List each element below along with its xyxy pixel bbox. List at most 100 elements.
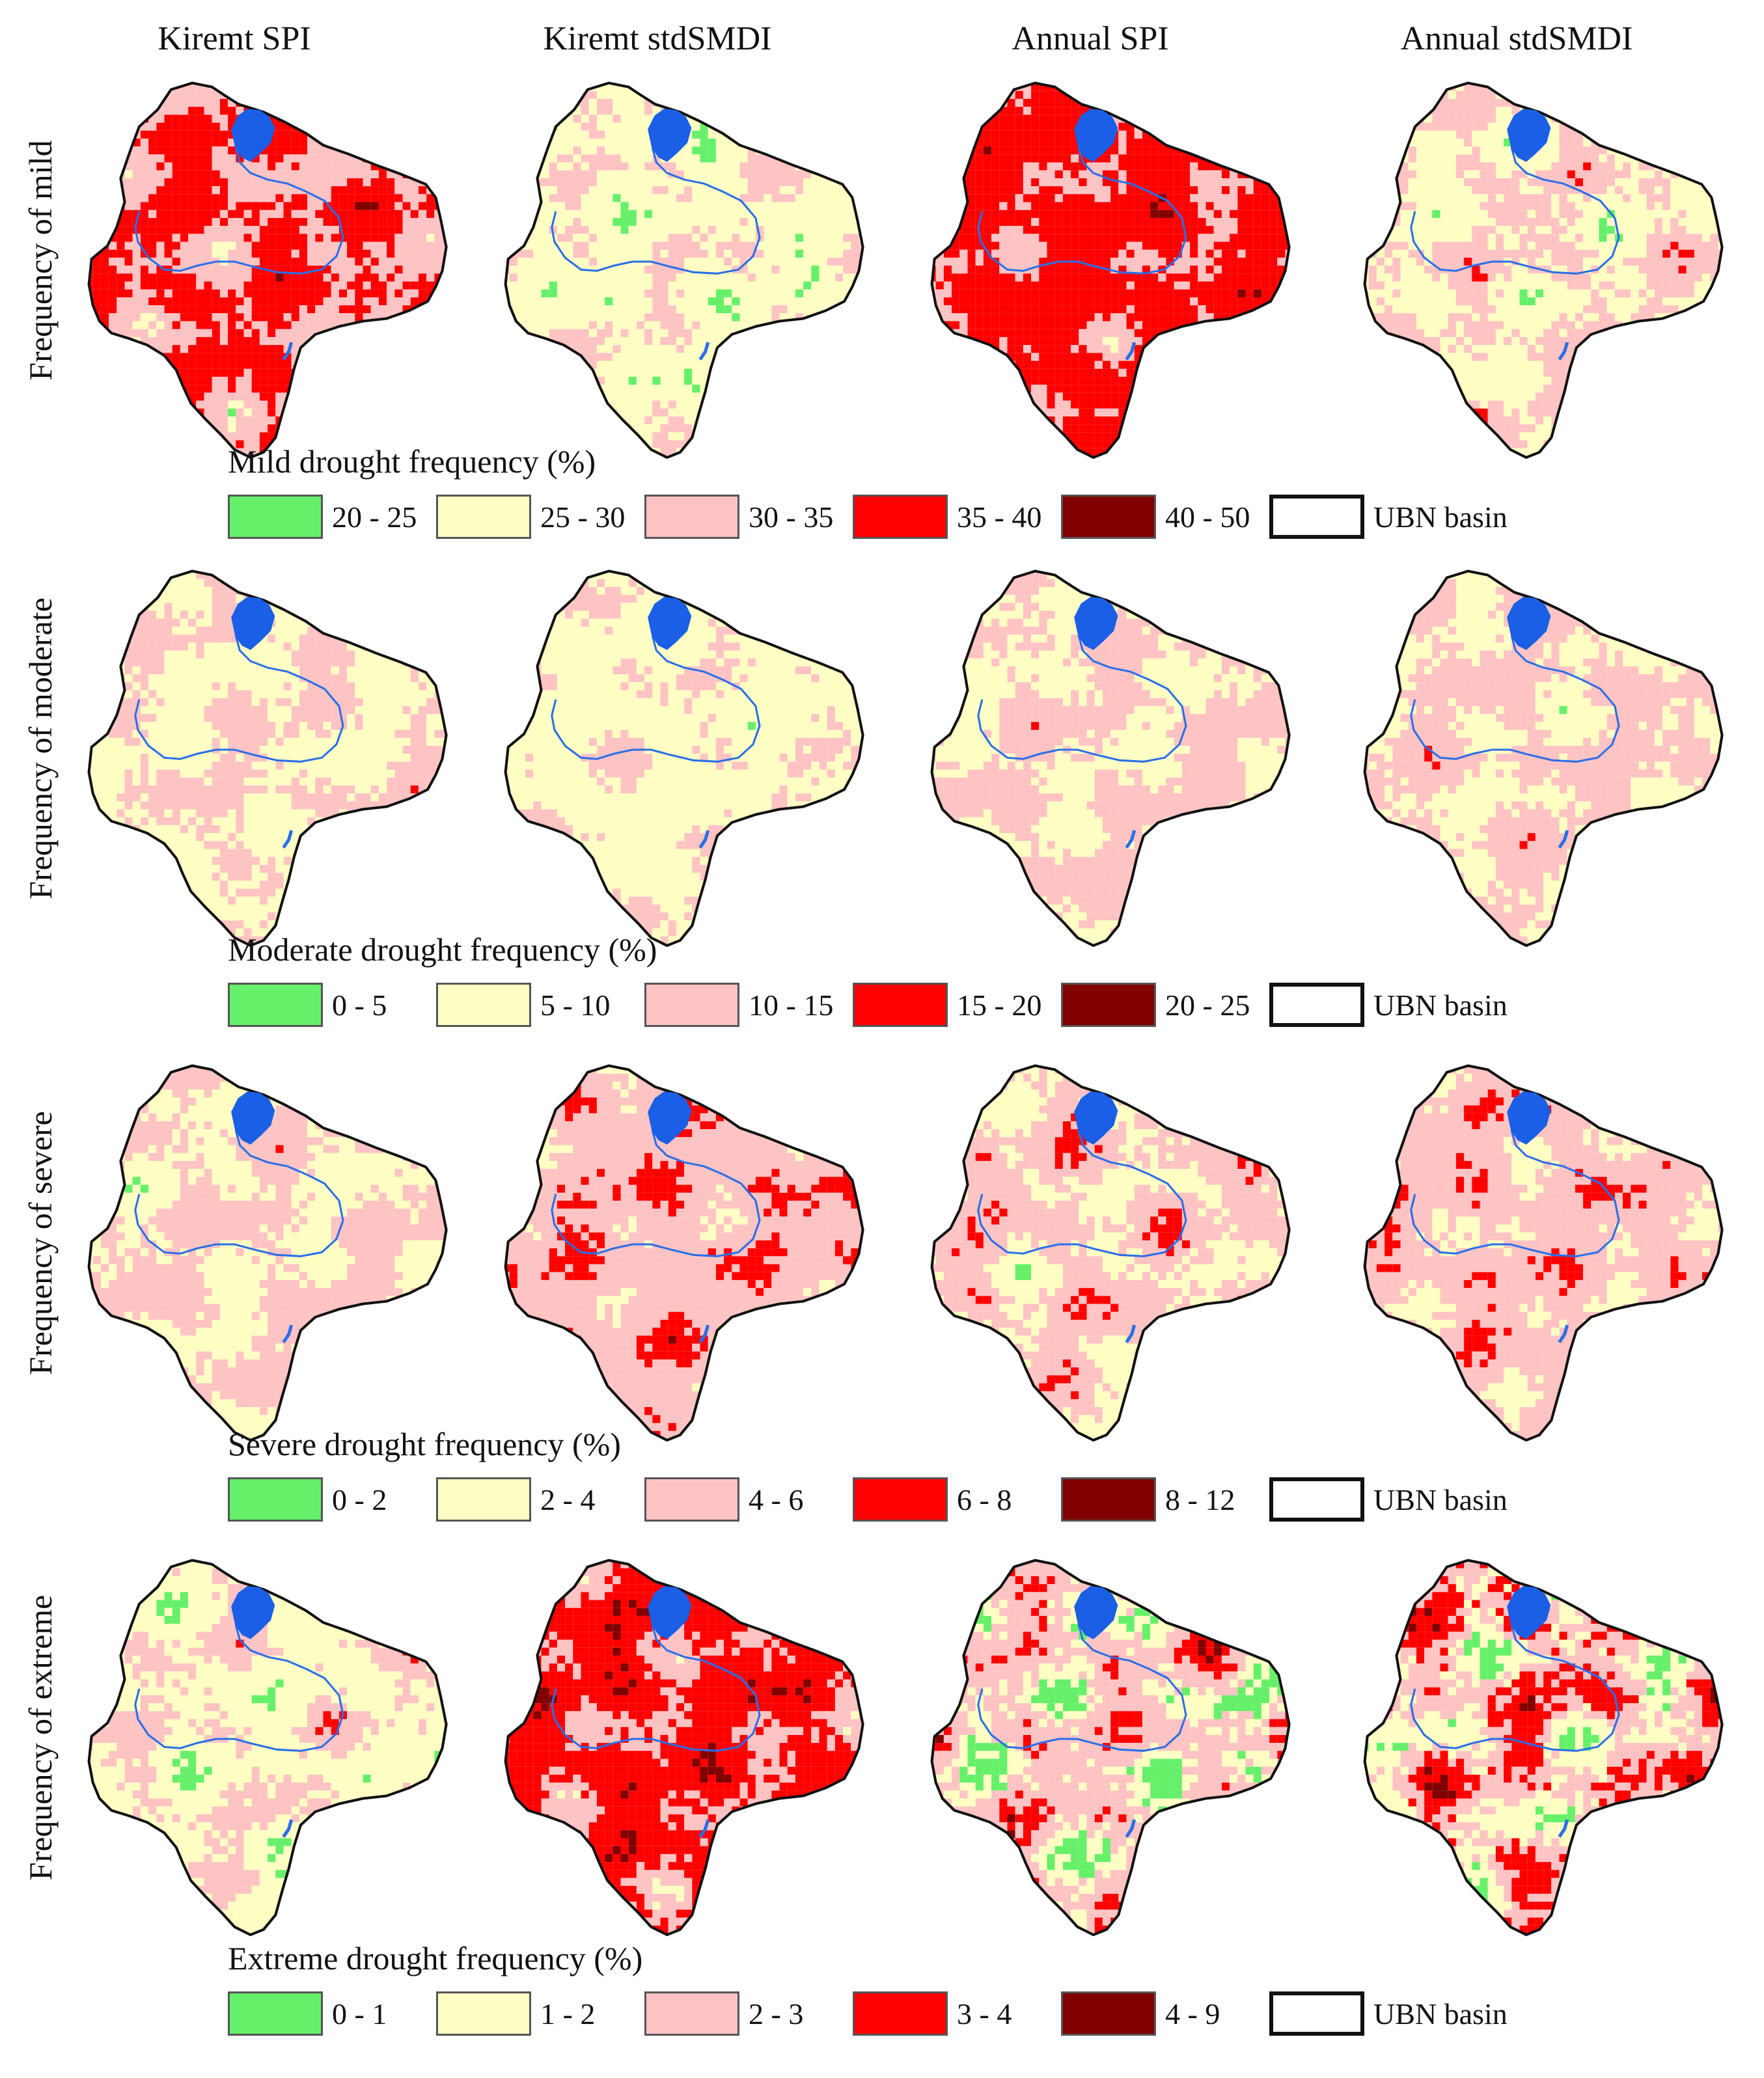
- basin-outline: [504, 1559, 864, 1936]
- lake-shape: [1507, 1586, 1551, 1639]
- drought-frequency-map: [930, 569, 1291, 947]
- lake-shape: [1074, 597, 1118, 650]
- lake-shape: [1507, 1091, 1551, 1145]
- drought-frequency-map: [1363, 81, 1724, 459]
- legend-label: 4 - 6: [749, 1483, 803, 1517]
- basin-outline: [87, 81, 448, 459]
- river-line: [1125, 342, 1137, 361]
- legend-label: 30 - 35: [749, 500, 833, 534]
- river-line: [698, 830, 710, 849]
- legend-title: Moderate drought frequency (%): [228, 931, 657, 968]
- row-label: Frequency of moderate: [21, 597, 59, 899]
- river-line: [698, 1324, 710, 1343]
- basin-outline: [87, 1064, 448, 1442]
- legend-swatch: [1061, 1991, 1156, 2036]
- legend-label: 40 - 50: [1165, 500, 1250, 534]
- column-title: Annual SPI: [895, 20, 1286, 58]
- river-line: [977, 1624, 1187, 1752]
- legend-swatch: [228, 1991, 323, 2036]
- legend-label: 25 - 30: [540, 500, 625, 534]
- basin-outline: [87, 1559, 448, 1936]
- river-line: [134, 147, 344, 275]
- legend-swatch: [1061, 983, 1156, 1027]
- basin-outline: [1363, 569, 1724, 947]
- river-line: [551, 1624, 761, 1752]
- river-line: [1125, 830, 1137, 849]
- lake-shape: [648, 1091, 692, 1145]
- drought-frequency-map: [87, 81, 448, 459]
- legend-swatch: [644, 1991, 739, 2036]
- lake-shape: [231, 109, 275, 162]
- lake-shape: [1507, 109, 1551, 162]
- legend-swatch: [436, 1477, 531, 1522]
- drought-frequency-map: [504, 1064, 864, 1442]
- row-label: Frequency of extreme: [21, 1595, 59, 1881]
- basin-outline: [930, 81, 1291, 459]
- lake-shape: [231, 1586, 275, 1639]
- lake-shape: [1507, 597, 1551, 650]
- legend-label: 20 - 25: [1165, 988, 1250, 1022]
- legend-swatch: [853, 495, 948, 539]
- legend-label: 8 - 12: [1165, 1483, 1235, 1517]
- drought-frequency-map: [930, 81, 1291, 459]
- river-line: [1410, 147, 1620, 275]
- column-title: Annual stdSMDI: [1321, 20, 1712, 58]
- lake-shape: [1074, 1586, 1118, 1639]
- river-line: [698, 342, 710, 361]
- lake-shape: [1074, 109, 1118, 162]
- legend-label: 2 - 3: [749, 1997, 803, 2031]
- lake-shape: [1074, 1091, 1118, 1145]
- legend-label: 20 - 25: [332, 500, 417, 534]
- drought-frequency-map: [504, 81, 864, 459]
- legend-swatch: [436, 983, 531, 1027]
- river-line: [1558, 830, 1569, 849]
- legend-title: Severe drought frequency (%): [228, 1425, 621, 1463]
- drought-frequency-map: [1363, 569, 1724, 947]
- row-label: Frequency of mild: [21, 140, 59, 380]
- basin-outline: [930, 1559, 1291, 1936]
- river-line: [134, 1624, 344, 1752]
- legend-label: UBN basin: [1373, 1483, 1508, 1517]
- basin-outline: [1363, 1559, 1724, 1936]
- drought-frequency-map: [930, 1064, 1291, 1442]
- legend-label: 6 - 8: [957, 1483, 1012, 1517]
- legend-swatch: [228, 983, 323, 1027]
- drought-frequency-map: [930, 1559, 1291, 1936]
- drought-frequency-map: [87, 1064, 448, 1442]
- lake-shape: [648, 109, 692, 162]
- river-line: [1410, 635, 1620, 763]
- lake-shape: [231, 1091, 275, 1145]
- lake-shape: [648, 1586, 692, 1639]
- legend-label: 5 - 10: [540, 988, 610, 1022]
- river-line: [1410, 1130, 1620, 1257]
- river-line: [977, 1130, 1187, 1257]
- legend-swatch: [1061, 1477, 1156, 1522]
- legend-label: UBN basin: [1373, 988, 1508, 1022]
- map-legend: Severe drought frequency (%) 0 - 2 2 - 4 4 …: [0, 1425, 1764, 1555]
- legend-label: 0 - 1: [332, 1997, 387, 2031]
- legend-title: Extreme drought frequency (%): [228, 1939, 642, 1977]
- legend-swatch: [853, 1991, 948, 2036]
- river-line: [977, 635, 1187, 763]
- river-line: [551, 1130, 761, 1257]
- basin-outline: [504, 569, 864, 947]
- river-line: [551, 635, 761, 763]
- legend-label: 2 - 4: [540, 1483, 595, 1517]
- legend-swatch: [1269, 1477, 1364, 1522]
- legend-swatch: [1269, 983, 1364, 1027]
- legend-label: 3 - 4: [957, 1997, 1012, 2031]
- river-line: [134, 1130, 344, 1257]
- column-title: Kiremt stdSMDI: [462, 20, 853, 58]
- basin-outline: [504, 1064, 864, 1442]
- lake-shape: [231, 597, 275, 650]
- legend-swatch: [644, 1477, 739, 1522]
- river-line: [282, 1324, 294, 1343]
- river-line: [1125, 1819, 1137, 1838]
- legend-swatch: [436, 1991, 531, 2036]
- lake-shape: [648, 597, 692, 650]
- basin-outline: [1363, 1064, 1724, 1442]
- legend-label: UBN basin: [1373, 1997, 1508, 2031]
- river-line: [1558, 342, 1569, 361]
- legend-swatch: [644, 495, 739, 539]
- river-line: [1410, 1624, 1620, 1752]
